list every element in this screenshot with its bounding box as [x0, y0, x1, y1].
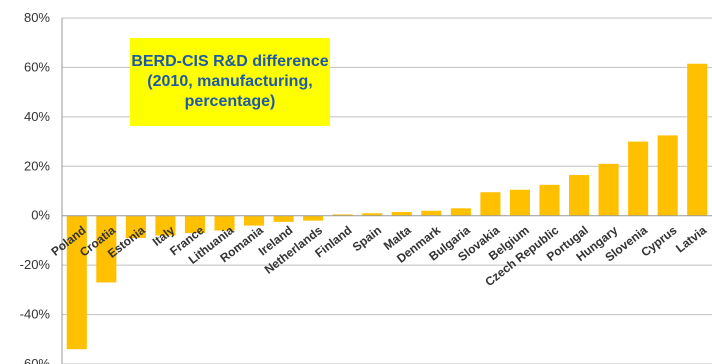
bar: [332, 214, 353, 216]
bar: [628, 141, 649, 216]
bar: [687, 63, 708, 216]
bars: [66, 63, 708, 350]
y-tick-labels: -60% -40% -20% 0% 20% 40% 60% 80%: [20, 10, 51, 364]
y-tick-label: 0%: [31, 208, 50, 223]
x-tick-label: Spain: [350, 223, 384, 254]
bar: [303, 215, 324, 221]
bar: [539, 184, 560, 216]
bar: [421, 210, 442, 216]
bar: [184, 215, 205, 234]
bar: [244, 215, 265, 226]
chart-title-box: BERD-CIS R&D difference (2010, manufactu…: [130, 38, 330, 126]
bar: [657, 135, 678, 216]
bar: [66, 215, 87, 350]
bar: [96, 215, 117, 283]
y-tick-label: 80%: [24, 10, 50, 25]
x-tick-label: Latvia: [673, 223, 709, 256]
bar: [509, 189, 530, 216]
y-tick-label: 40%: [24, 109, 50, 124]
bar: [125, 215, 146, 238]
bar: [480, 192, 501, 216]
bar: [214, 215, 235, 231]
bar: [569, 174, 590, 216]
bar: [391, 212, 412, 216]
bar: [362, 213, 383, 216]
bar: [598, 163, 619, 216]
y-tick-label: 60%: [24, 59, 50, 74]
bar: [155, 215, 176, 236]
y-tick-label: -20%: [20, 257, 51, 272]
chart-title: BERD-CIS R&D difference (2010, manufactu…: [131, 53, 329, 110]
y-tick-label: -60%: [20, 356, 51, 364]
y-tick-label: 20%: [24, 158, 50, 173]
bar: [273, 215, 294, 222]
y-tick-label: -40%: [20, 307, 51, 322]
bar: [450, 208, 471, 216]
